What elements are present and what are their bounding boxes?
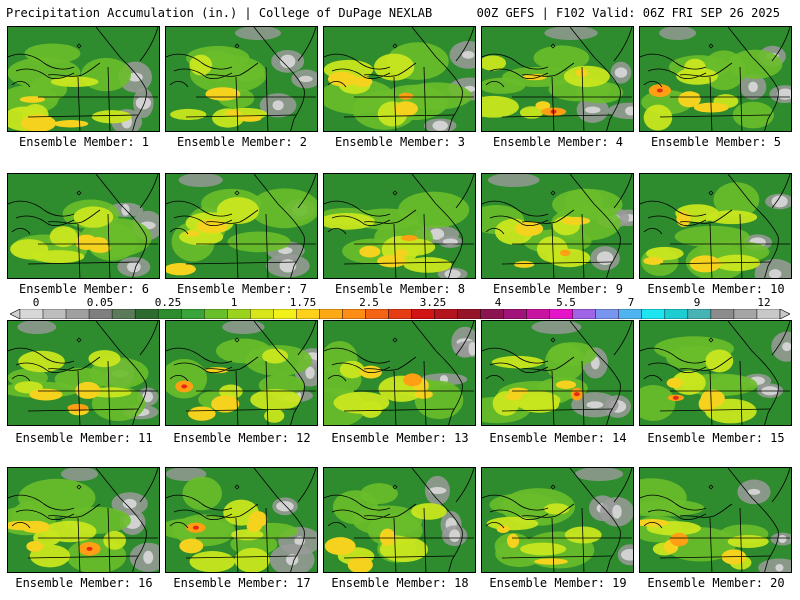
ensemble-member-map — [481, 320, 634, 426]
ensemble-member-map — [481, 26, 634, 132]
ensemble-member-label: Ensemble Member: 14 — [489, 431, 627, 445]
colorbar-tick-label: 12 — [757, 296, 771, 309]
precip-colorbar — [10, 309, 790, 319]
ensemble-member-map — [639, 467, 792, 573]
ensemble-member-map — [7, 467, 160, 573]
ensemble-member-map — [481, 173, 634, 279]
ensemble-member-map — [323, 173, 476, 279]
colorbar-tick-label: 9 — [693, 296, 701, 309]
ensemble-member-map — [639, 320, 792, 426]
ensemble-member-label: Ensemble Member: 17 — [173, 576, 311, 590]
ensemble-member-map — [7, 173, 160, 279]
ensemble-member-map — [165, 173, 318, 279]
ensemble-member-map — [323, 26, 476, 132]
ensemble-member-label: Ensemble Member: 2 — [176, 135, 308, 149]
colorbar-tick-label: 0.05 — [86, 296, 114, 309]
ensemble-member-map — [165, 320, 318, 426]
ensemble-member-label: Ensemble Member: 3 — [334, 135, 466, 149]
ensemble-member-label: Ensemble Member: 20 — [647, 576, 785, 590]
colorbar-tick-label: 7 — [627, 296, 635, 309]
colorbar-tick-label: 3.25 — [419, 296, 447, 309]
ensemble-member-label: Ensemble Member: 9 — [492, 282, 624, 296]
ensemble-member-label: Ensemble Member: 6 — [18, 282, 150, 296]
ensemble-member-label: Ensemble Member: 10 — [647, 282, 785, 296]
ensemble-member-label: Ensemble Member: 4 — [492, 135, 624, 149]
ensemble-member-label: Ensemble Member: 11 — [15, 431, 153, 445]
ensemble-member-label: Ensemble Member: 5 — [650, 135, 782, 149]
ensemble-member-map — [7, 26, 160, 132]
ensemble-member-map — [165, 26, 318, 132]
ensemble-member-label: Ensemble Member: 13 — [331, 431, 469, 445]
ensemble-member-label: Ensemble Member: 8 — [334, 282, 466, 296]
ensemble-member-label: Ensemble Member: 19 — [489, 576, 627, 590]
ensemble-member-map — [323, 467, 476, 573]
colorbar-tick-label: 4 — [494, 296, 502, 309]
ensemble-member-map — [639, 26, 792, 132]
ensemble-member-label: Ensemble Member: 18 — [331, 576, 469, 590]
colorbar-tick-label: 1.75 — [289, 296, 317, 309]
ensemble-member-map — [639, 173, 792, 279]
colorbar-tick-label: 5.5 — [556, 296, 576, 309]
chart-title: Precipitation Accumulation (in.) | Colle… — [6, 6, 433, 20]
ensemble-member-label: Ensemble Member: 7 — [176, 282, 308, 296]
ensemble-member-map — [481, 467, 634, 573]
ensemble-member-label: Ensemble Member: 16 — [15, 576, 153, 590]
colorbar-tick-label: 0.25 — [154, 296, 182, 309]
colorbar-tick-label: 0 — [32, 296, 40, 309]
ensemble-member-map — [165, 467, 318, 573]
ensemble-member-map — [7, 320, 160, 426]
ensemble-member-label: Ensemble Member: 12 — [173, 431, 311, 445]
ensemble-member-label: Ensemble Member: 15 — [647, 431, 785, 445]
colorbar-tick-label: 2.5 — [359, 296, 379, 309]
run-valid-time: 00Z GEFS | F102 Valid: 06Z FRI SEP 26 20… — [476, 6, 780, 20]
colorbar-tick-label: 1 — [230, 296, 238, 309]
ensemble-member-label: Ensemble Member: 1 — [18, 135, 150, 149]
ensemble-member-map — [323, 320, 476, 426]
